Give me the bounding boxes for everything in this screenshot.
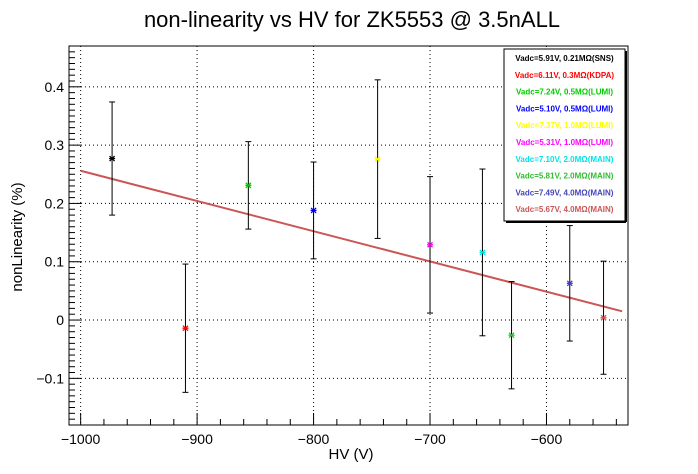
y-tick-label: 0 <box>56 312 64 328</box>
x-tick-label: −800 <box>298 431 330 447</box>
data-point <box>245 182 252 189</box>
plot-frame <box>68 45 629 426</box>
x-tick-label: −900 <box>181 431 213 447</box>
legend-entry: Vadc=5.91V, 0.21MΩ(SNS) <box>515 54 614 63</box>
y-tick-label: 0.2 <box>45 195 65 211</box>
data-point <box>182 325 189 332</box>
data-point <box>109 155 116 162</box>
data-point <box>374 156 381 163</box>
y-tick-label: 0.3 <box>45 137 65 153</box>
fit-line <box>80 169 623 313</box>
legend-entry: Vadc=7.10V, 2.0MΩ(MAIN) <box>516 155 614 164</box>
legend-entry: Vadc=7.37V, 1.0MΩ(LUMI) <box>516 121 613 130</box>
x-tick-label: −700 <box>414 431 446 447</box>
legend-entry: Vadc=6.11V, 0.3MΩ(KDPA) <box>515 71 614 80</box>
legend-entry: Vadc=7.24V, 0.5MΩ(LUMI) <box>516 88 613 97</box>
chart-title: non-linearity vs HV for ZK5553 @ 3.5nALL <box>144 7 560 32</box>
fit-line-group <box>80 169 623 313</box>
data-point <box>600 314 607 321</box>
legend-entry: Vadc=7.49V, 4.0MΩ(MAIN) <box>516 188 614 197</box>
data-point <box>508 332 515 339</box>
axis-ticks: −1000 −900 −800 −700 −600 −0.1 0 0.1 0.2 0.3 0.4 <box>36 51 617 447</box>
x-tick-label: −1000 <box>61 431 101 447</box>
data-points <box>109 79 607 393</box>
legend-entry: Vadc=5.81V, 2.0MΩ(MAIN) <box>516 172 614 181</box>
data-point <box>310 207 317 214</box>
data-point <box>479 249 486 256</box>
legend-entry: Vadc=5.67V, 4.0MΩ(MAIN) <box>516 205 614 214</box>
legend-entry: Vadc=5.31V, 1.0MΩ(LUMI) <box>516 138 613 147</box>
y-axis-label: nonLinearity (%) <box>9 182 26 291</box>
data-point <box>566 280 573 287</box>
x-axis-label: HV (V) <box>329 446 374 463</box>
data-point <box>427 241 434 248</box>
y-tick-label: 0.4 <box>45 79 65 95</box>
y-tick-label: −0.1 <box>36 370 64 386</box>
legend: Vadc=5.91V, 0.21MΩ(SNS) Vadc=6.11V, 0.3MΩ… <box>503 48 627 223</box>
legend-box <box>503 48 626 222</box>
legend-entry: Vadc=5.10V, 0.5MΩ(LUMI) <box>516 104 613 113</box>
x-tick-label: −600 <box>531 431 563 447</box>
y-tick-label: 0.1 <box>45 254 65 270</box>
